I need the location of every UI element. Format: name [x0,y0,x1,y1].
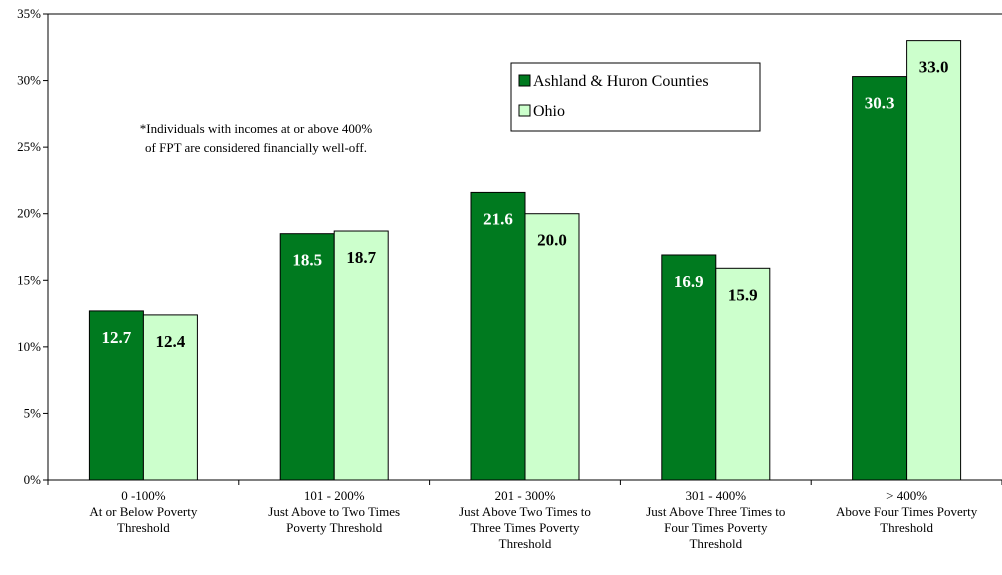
bar-ohio [142,314,198,481]
legend-swatch [518,74,531,87]
bar-ohio [524,213,580,481]
data-label: 33.0 [919,58,949,77]
legend-swatch [518,104,531,117]
bar-ashland-huron [661,254,717,481]
bar-ohio [906,40,962,481]
annotation: *Individuals with incomes at or above 40… [140,121,373,155]
bar-ashland-huron [88,310,144,481]
y-tick-label: 5% [24,405,42,420]
x-category-label-line: Four Times Poverty [664,520,768,535]
x-category-label-line: 0 -100% [121,488,166,503]
y-tick-label: 30% [17,73,41,88]
y-tick-label: 35% [17,6,41,21]
annotation-line: of FPT are considered financially well-o… [145,140,367,155]
legend: Ashland & Huron Counties Ohio [510,62,761,132]
x-category-label-line: 201 - 300% [495,488,556,503]
x-category-label-line: Three Times Poverty [470,520,580,535]
legend-label: Ashland & Huron Counties [533,73,709,90]
data-labels: 12.7 12.4 18.5 18.7 21.6 20.0 16.9 15.9 30.3 33.0 [102,58,949,351]
x-category-label-line: 301 - 400% [685,488,746,503]
data-label: 30.3 [865,94,895,113]
x-category-label: 201 - 300% Just Above Two Times to Three T… [459,488,591,551]
bar-ohio [333,230,389,481]
x-category-label-line: Just Above Three Times to [646,504,785,519]
data-label: 21.6 [483,209,513,228]
data-label: 18.7 [346,248,376,267]
data-label: 20.0 [537,231,567,250]
x-category-label-line: At or Below Poverty [89,504,197,519]
data-label: 15.9 [728,285,758,304]
bars [88,40,962,481]
legend-label: Ohio [533,103,565,120]
data-label: 12.4 [156,332,186,351]
x-category-label-line: Just Above to Two Times [268,504,400,519]
annotation-line: *Individuals with incomes at or above 40… [140,121,373,136]
x-category-label-line: Threshold [117,520,170,535]
x-category-label: 101 - 200% Just Above to Two Times Poverty… [268,488,400,535]
data-label: 18.5 [292,251,322,270]
y-tick-label: 10% [17,339,41,354]
x-category-label: 301 - 400% Just Above Three Times to Four … [646,488,785,551]
y-tick-label: 0% [24,472,42,487]
data-label: 16.9 [674,272,704,291]
x-category-label-line: Just Above Two Times to [459,504,591,519]
bar-ashland-huron [470,191,526,481]
x-category-label-line: 101 - 200% [304,488,365,503]
legend-box [510,62,761,132]
bar-ashland-huron [279,233,335,481]
x-category-label-line: Poverty Threshold [286,520,383,535]
x-category-label-line: Threshold [499,536,552,551]
x-category-label-line: Threshold [880,520,933,535]
y-tick-label: 15% [17,272,41,287]
bar-ashland-huron [852,76,908,481]
data-label: 12.7 [102,328,132,347]
x-category-label-line: Above Four Times Poverty [836,504,978,519]
x-category-label-line: Threshold [689,536,742,551]
x-category-label-line: > 400% [886,488,927,503]
x-category-label: 0 -100% At or Below Poverty Threshold [89,488,197,535]
bar-ohio [715,267,771,481]
axes: 0% 5% 10% 15% 20% 25% 30% 35% [17,6,1002,487]
y-tick-label: 20% [17,206,41,221]
x-category-label: > 400% Above Four Times Poverty Threshold [836,488,978,535]
y-tick-label: 25% [17,139,41,154]
